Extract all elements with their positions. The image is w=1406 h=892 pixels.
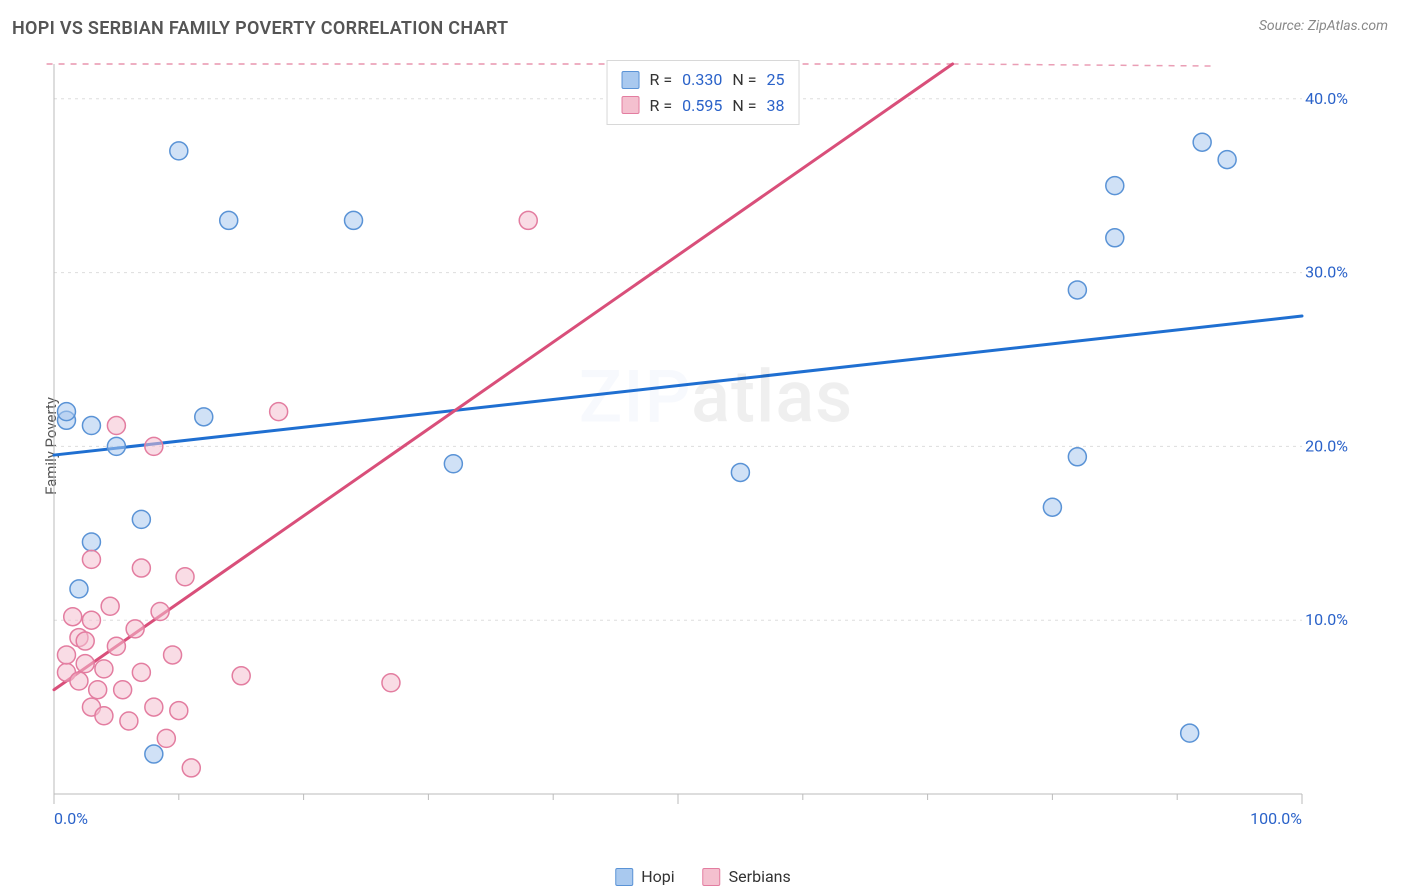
legend-swatch-hopi: [615, 868, 633, 886]
correlation-legend: R = 0.330 N = 25 R = 0.595 N = 38: [607, 60, 800, 125]
legend-item-serbians: Serbians: [703, 867, 791, 886]
corr-row-serbians: R = 0.595 N = 38: [622, 93, 785, 119]
corr-row-hopi: R = 0.330 N = 25: [622, 67, 785, 93]
svg-text:30.0%: 30.0%: [1305, 263, 1348, 282]
serbians-r-value: 0.595: [682, 93, 722, 119]
swatch-hopi: [622, 71, 640, 89]
series-legend: Hopi Serbians: [615, 867, 791, 886]
svg-text:20.0%: 20.0%: [1305, 436, 1348, 455]
swatch-serbians: [622, 96, 640, 114]
hopi-r-value: 0.330: [682, 67, 722, 93]
svg-text:0.0%: 0.0%: [54, 809, 88, 828]
legend-item-hopi: Hopi: [615, 867, 674, 886]
legend-label-serbians: Serbians: [729, 867, 791, 886]
hopi-n-value: 25: [766, 67, 784, 93]
svg-text:40.0%: 40.0%: [1305, 89, 1348, 108]
plot-area: 10.0%20.0%30.0%40.0%0.0%100.0% ZIPatlas: [44, 54, 1388, 834]
chart-container: HOPI VS SERBIAN FAMILY POVERTY CORRELATI…: [0, 0, 1406, 892]
svg-text:100.0%: 100.0%: [1250, 809, 1302, 828]
chart-title: HOPI VS SERBIAN FAMILY POVERTY CORRELATI…: [12, 18, 508, 39]
source-credit: Source: ZipAtlas.com: [1259, 18, 1388, 34]
scatter-svg: 10.0% 20.0% 30.0% 40.0% 0.0% 100.0%: [44, 54, 1388, 834]
svg-text:10.0%: 10.0%: [1305, 610, 1348, 629]
legend-swatch-serbians: [703, 868, 721, 886]
serbians-n-value: 38: [766, 93, 784, 119]
legend-label-hopi: Hopi: [641, 867, 674, 886]
